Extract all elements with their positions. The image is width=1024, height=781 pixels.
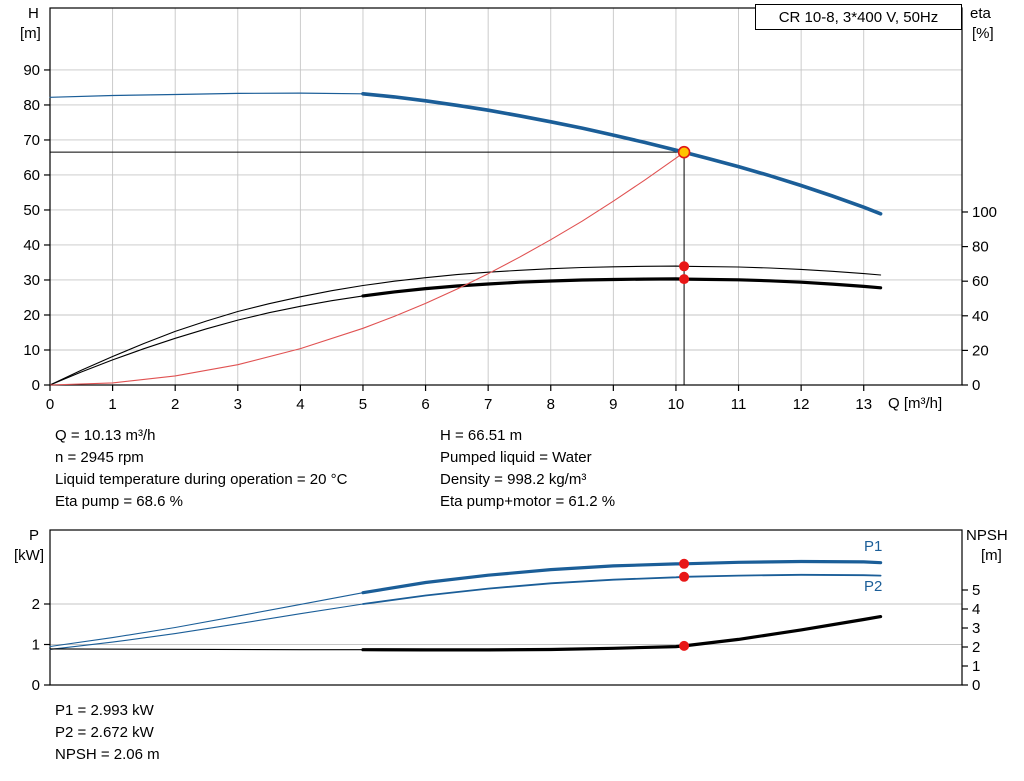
svg-text:4: 4 bbox=[296, 396, 304, 413]
svg-text:1: 1 bbox=[972, 658, 980, 675]
npsh-value-text: NPSH = 2.06 m bbox=[55, 746, 160, 763]
npsh-axis-unit: [m] bbox=[981, 547, 1002, 564]
eta-axis-unit: [%] bbox=[972, 25, 994, 42]
p1-value-text: P1 = 2.993 kW bbox=[55, 702, 154, 719]
svg-text:1: 1 bbox=[108, 396, 116, 413]
duty-eta-pump-text: Eta pump = 68.6 % bbox=[55, 493, 183, 510]
p1-curve-label: P1 bbox=[864, 538, 883, 555]
h-axis-label: H bbox=[28, 5, 39, 22]
duty-liquid-text: Pumped liquid = Water bbox=[440, 449, 592, 466]
p2-value-text: P2 = 2.672 kW bbox=[55, 724, 154, 741]
duty-head-text: H = 66.51 m bbox=[440, 427, 523, 444]
duty-temperature-text: Liquid temperature during operation = 20… bbox=[55, 471, 348, 488]
svg-text:0: 0 bbox=[972, 377, 980, 394]
duty-eta-pump-motor-text: Eta pump+motor = 61.2 % bbox=[440, 493, 616, 510]
svg-text:0: 0 bbox=[32, 377, 40, 394]
eta-axis-label: eta bbox=[970, 5, 991, 22]
svg-text:2: 2 bbox=[972, 639, 980, 656]
duty-info-left: Q = 10.13 m³/h n = 2945 rpm Liquid tempe… bbox=[55, 425, 347, 513]
svg-text:0: 0 bbox=[32, 677, 40, 694]
svg-text:40: 40 bbox=[23, 237, 40, 254]
power-info: P1 = 2.993 kW P2 = 2.672 kW NPSH = 2.06 … bbox=[55, 699, 160, 765]
svg-text:7: 7 bbox=[484, 396, 492, 413]
svg-text:30: 30 bbox=[23, 272, 40, 289]
svg-text:100: 100 bbox=[972, 204, 997, 221]
duty-info-right: H = 66.51 m Pumped liquid = Water Densit… bbox=[440, 425, 615, 513]
q-axis-label: Q [m³/h] bbox=[888, 395, 943, 412]
svg-text:80: 80 bbox=[23, 97, 40, 114]
svg-text:9: 9 bbox=[609, 396, 617, 413]
svg-text:0: 0 bbox=[972, 677, 980, 694]
svg-text:40: 40 bbox=[972, 308, 989, 325]
pump-model-label: CR 10-8, 3*400 V, 50Hz bbox=[778, 8, 939, 26]
svg-text:60: 60 bbox=[23, 167, 40, 184]
svg-text:50: 50 bbox=[23, 202, 40, 219]
svg-text:2: 2 bbox=[32, 596, 40, 613]
svg-text:10: 10 bbox=[23, 342, 40, 359]
svg-text:11: 11 bbox=[731, 396, 747, 413]
svg-text:5: 5 bbox=[359, 396, 367, 413]
svg-text:80: 80 bbox=[972, 239, 989, 256]
pump-model-box: CR 10-8, 3*400 V, 50Hz bbox=[755, 4, 962, 30]
svg-text:60: 60 bbox=[972, 273, 989, 290]
svg-text:4: 4 bbox=[972, 601, 980, 618]
p-axis-label: P bbox=[29, 527, 40, 544]
svg-text:20: 20 bbox=[23, 307, 40, 324]
svg-text:3: 3 bbox=[972, 620, 980, 637]
p2-curve-label: P2 bbox=[864, 578, 883, 595]
svg-text:70: 70 bbox=[23, 132, 40, 149]
svg-text:90: 90 bbox=[23, 62, 40, 79]
duty-speed-text: n = 2945 rpm bbox=[55, 449, 144, 466]
svg-text:13: 13 bbox=[855, 396, 872, 413]
svg-text:0: 0 bbox=[46, 396, 54, 413]
h-axis-unit: [m] bbox=[20, 25, 41, 42]
svg-text:8: 8 bbox=[547, 396, 555, 413]
svg-text:5: 5 bbox=[972, 582, 980, 599]
duty-flow-text: Q = 10.13 m³/h bbox=[55, 427, 156, 444]
npsh-axis-label: NPSH bbox=[966, 527, 1008, 544]
svg-text:2: 2 bbox=[171, 396, 179, 413]
duty-density-text: Density = 998.2 kg/m³ bbox=[440, 471, 587, 488]
svg-text:12: 12 bbox=[793, 396, 810, 413]
svg-text:1: 1 bbox=[32, 636, 40, 653]
svg-text:6: 6 bbox=[421, 396, 429, 413]
svg-text:3: 3 bbox=[234, 396, 242, 413]
svg-text:20: 20 bbox=[972, 342, 989, 359]
svg-text:10: 10 bbox=[668, 396, 685, 413]
p-axis-unit: [kW] bbox=[14, 547, 44, 564]
